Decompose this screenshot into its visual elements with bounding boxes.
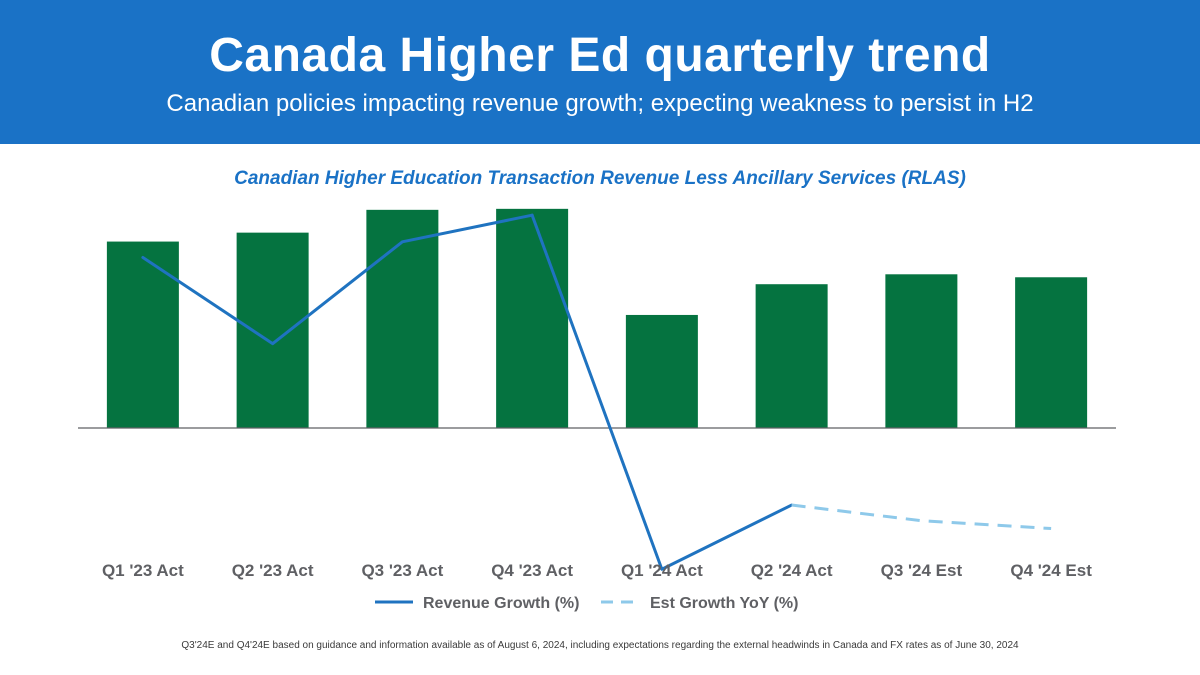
bar-3 — [366, 209, 439, 428]
chart-title: Canadian Higher Education Transaction Re… — [234, 168, 966, 189]
bar-5 — [625, 314, 698, 428]
series-line-3 — [791, 503, 1052, 531]
bar-2 — [236, 232, 309, 428]
legend-label-est-growth: Est Growth YoY (%) — [650, 595, 798, 612]
series-line-1 — [141, 213, 534, 346]
series-line-2 — [530, 213, 794, 571]
bar-8 — [1015, 277, 1088, 428]
footnote: Q3'24E and Q4'24E based on guidance and … — [181, 640, 1019, 651]
x-tick-label-3: Q3 '23 Act — [361, 561, 443, 580]
page-subtitle: Canadian policies impacting revenue grow… — [166, 90, 1034, 117]
header-banner: Canada Higher Ed quarterly trend Canadia… — [0, 0, 1200, 144]
x-tick-label-5: Q1 '24 Act — [621, 561, 703, 580]
x-tick-label-8: Q4 '24 Est — [1010, 561, 1092, 580]
bar-7 — [885, 274, 958, 428]
legend-label-revenue-growth: Revenue Growth (%) — [423, 595, 579, 612]
x-tick-label-1: Q1 '23 Act — [102, 561, 184, 580]
bar-1 — [106, 241, 179, 428]
bar-6 — [755, 284, 828, 428]
x-tick-label-7: Q3 '24 Est — [881, 561, 963, 580]
x-tick-label-4: Q4 '23 Act — [491, 561, 573, 580]
bar-4 — [496, 208, 569, 428]
x-tick-label-6: Q2 '24 Act — [751, 561, 833, 580]
x-tick-label-2: Q2 '23 Act — [232, 561, 314, 580]
page-title: Canada Higher Ed quarterly trend — [209, 29, 991, 82]
